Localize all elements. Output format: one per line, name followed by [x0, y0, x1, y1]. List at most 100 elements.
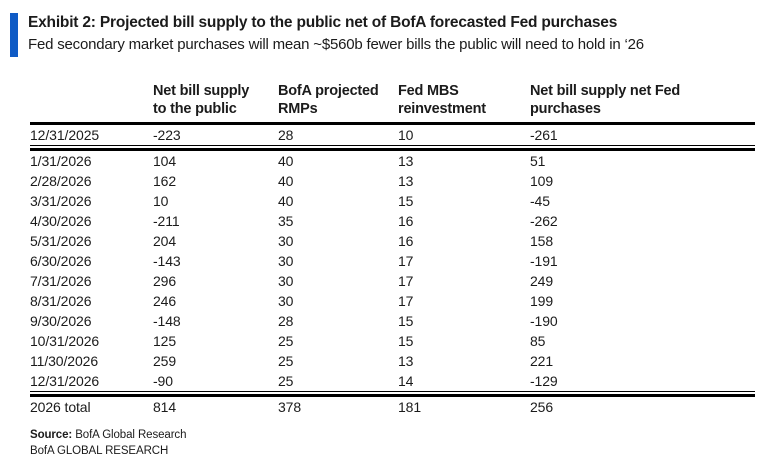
table-cell: 256 [530, 394, 755, 417]
table-cell: 11/30/2026 [30, 353, 99, 369]
table-cell: 162 [153, 173, 177, 189]
table-cell: 7/31/2026 [30, 273, 92, 289]
column-header: Net bill supply to the public [153, 82, 278, 125]
table-cell: -223 [153, 125, 278, 146]
table-cell: 104 [153, 148, 278, 171]
accent-bar [10, 13, 18, 57]
table-row: 11/30/2026 259 25 13 221 [30, 351, 755, 371]
table-body: 12/31/2025 -223 28 10 -261 1/31/2026 104 40 13 51… [30, 125, 755, 417]
exhibit-title: Exhibit 2: Projected bill supply to the … [28, 14, 618, 31]
table-cell: 15 [398, 333, 414, 349]
table-head: Net bill supply to the public BofA projec… [30, 82, 755, 125]
table-cell: 221 [530, 353, 554, 369]
table-row: 12/31/2026 -90 25 14 -129 [30, 371, 755, 392]
table-cell: -45 [530, 193, 550, 209]
table-cell: 10 [153, 193, 169, 209]
table-cell: -143 [153, 253, 181, 269]
table-cell: 259 [153, 353, 177, 369]
table-cell: -90 [153, 371, 278, 392]
table-row: 10/31/2026 125 25 15 85 [30, 331, 755, 351]
table-row: 12/31/2025 -223 28 10 -261 [30, 125, 755, 146]
table-row: 8/31/2026 246 30 17 199 [30, 291, 755, 311]
table-cell: 28 [278, 313, 294, 329]
table-cell: 30 [278, 273, 294, 289]
source-text: BofA Global Research [72, 429, 187, 441]
table-row: 6/30/2026 -143 30 17 -191 [30, 251, 755, 271]
table-cell: 40 [278, 193, 294, 209]
table-cell: 17 [398, 293, 414, 309]
brand-line: BofA GLOBAL RESEARCH [30, 445, 169, 457]
source-line: Source: BofA Global Research [30, 427, 777, 443]
table-cell: 10 [398, 125, 530, 146]
table-cell: 5/31/2026 [30, 233, 92, 249]
table-cell: 2/28/2026 [30, 173, 92, 189]
table-row: 7/31/2026 296 30 17 249 [30, 271, 755, 291]
exhibit-subtitle: Fed secondary market purchases will mean… [28, 36, 644, 53]
table-cell: 85 [530, 333, 546, 349]
table-cell: 17 [398, 253, 414, 269]
table-row: 2/28/2026 162 40 13 109 [30, 171, 755, 191]
table-cell: 158 [530, 233, 554, 249]
table-cell: -262 [530, 213, 558, 229]
table-cell: 199 [530, 293, 554, 309]
exhibit-table: Net bill supply to the public BofA projec… [30, 82, 755, 417]
table-cell: 30 [278, 253, 294, 269]
table-cell: 51 [530, 148, 755, 171]
table-row: 5/31/2026 204 30 16 158 [30, 231, 755, 251]
exhibit-header: Exhibit 2: Projected bill supply to the … [0, 0, 777, 57]
table-cell: 28 [278, 125, 398, 146]
table-row: 4/30/2026 -211 35 16 -262 [30, 211, 755, 231]
table-cell: 296 [153, 273, 177, 289]
table-cell: 15 [398, 313, 414, 329]
table-cell: 16 [398, 233, 414, 249]
table-cell: 1/31/2026 [30, 148, 153, 171]
table-cell: 181 [398, 394, 530, 417]
table-cell: -148 [153, 313, 181, 329]
table-cell: 13 [398, 353, 414, 369]
column-header: Fed MBS reinvestment [398, 82, 530, 125]
table-cell: 9/30/2026 [30, 313, 92, 329]
table-cell: -261 [530, 125, 755, 146]
table-cell: 25 [278, 353, 294, 369]
source-label: Source: [30, 429, 73, 441]
table-cell: 12/31/2026 [30, 371, 153, 392]
column-header [30, 82, 153, 125]
table-cell: 378 [278, 394, 398, 417]
table-cell: 40 [278, 173, 294, 189]
table-cell: 3/31/2026 [30, 193, 92, 209]
table-cell: -190 [530, 313, 558, 329]
table-cell: 10/31/2026 [30, 333, 100, 349]
table-cell: 13 [398, 173, 414, 189]
table-cell: 15 [398, 193, 414, 209]
table-cell: 13 [398, 148, 530, 171]
table-cell: 814 [153, 394, 278, 417]
table-cell: 8/31/2026 [30, 293, 92, 309]
table-cell: 125 [153, 333, 177, 349]
table-cell: 35 [278, 213, 294, 229]
table-cell: 16 [398, 213, 414, 229]
column-header: BofA projected RMPs [278, 82, 398, 125]
table-cell: 2026 total [30, 394, 153, 417]
table-row: 9/30/2026 -148 28 15 -190 [30, 311, 755, 331]
table-cell: 6/30/2026 [30, 253, 92, 269]
table-cell: 25 [278, 371, 398, 392]
table-cell: 12/31/2025 [30, 125, 153, 146]
table-cell: 249 [530, 273, 554, 289]
table-cell: 246 [153, 293, 177, 309]
table-cell: 204 [153, 233, 177, 249]
table-cell: 30 [278, 293, 294, 309]
table-cell: 17 [398, 273, 414, 289]
table-row: 3/31/2026 10 40 15 -45 [30, 191, 755, 211]
table-cell: 14 [398, 371, 530, 392]
table-cell: -191 [530, 253, 558, 269]
table-cell: 25 [278, 333, 294, 349]
table-cell: 30 [278, 233, 294, 249]
column-header: Net bill supply net Fed purchases [530, 82, 755, 125]
table-header-row: Net bill supply to the public BofA projec… [30, 82, 755, 125]
table-cell: 109 [530, 173, 554, 189]
table-row: 1/31/2026 104 40 13 51 [30, 148, 755, 171]
exhibit-footer: Source: BofA Global Research BofA GLOBAL… [30, 427, 777, 459]
table-cell: 4/30/2026 [30, 213, 92, 229]
table-cell: -211 [153, 213, 180, 229]
